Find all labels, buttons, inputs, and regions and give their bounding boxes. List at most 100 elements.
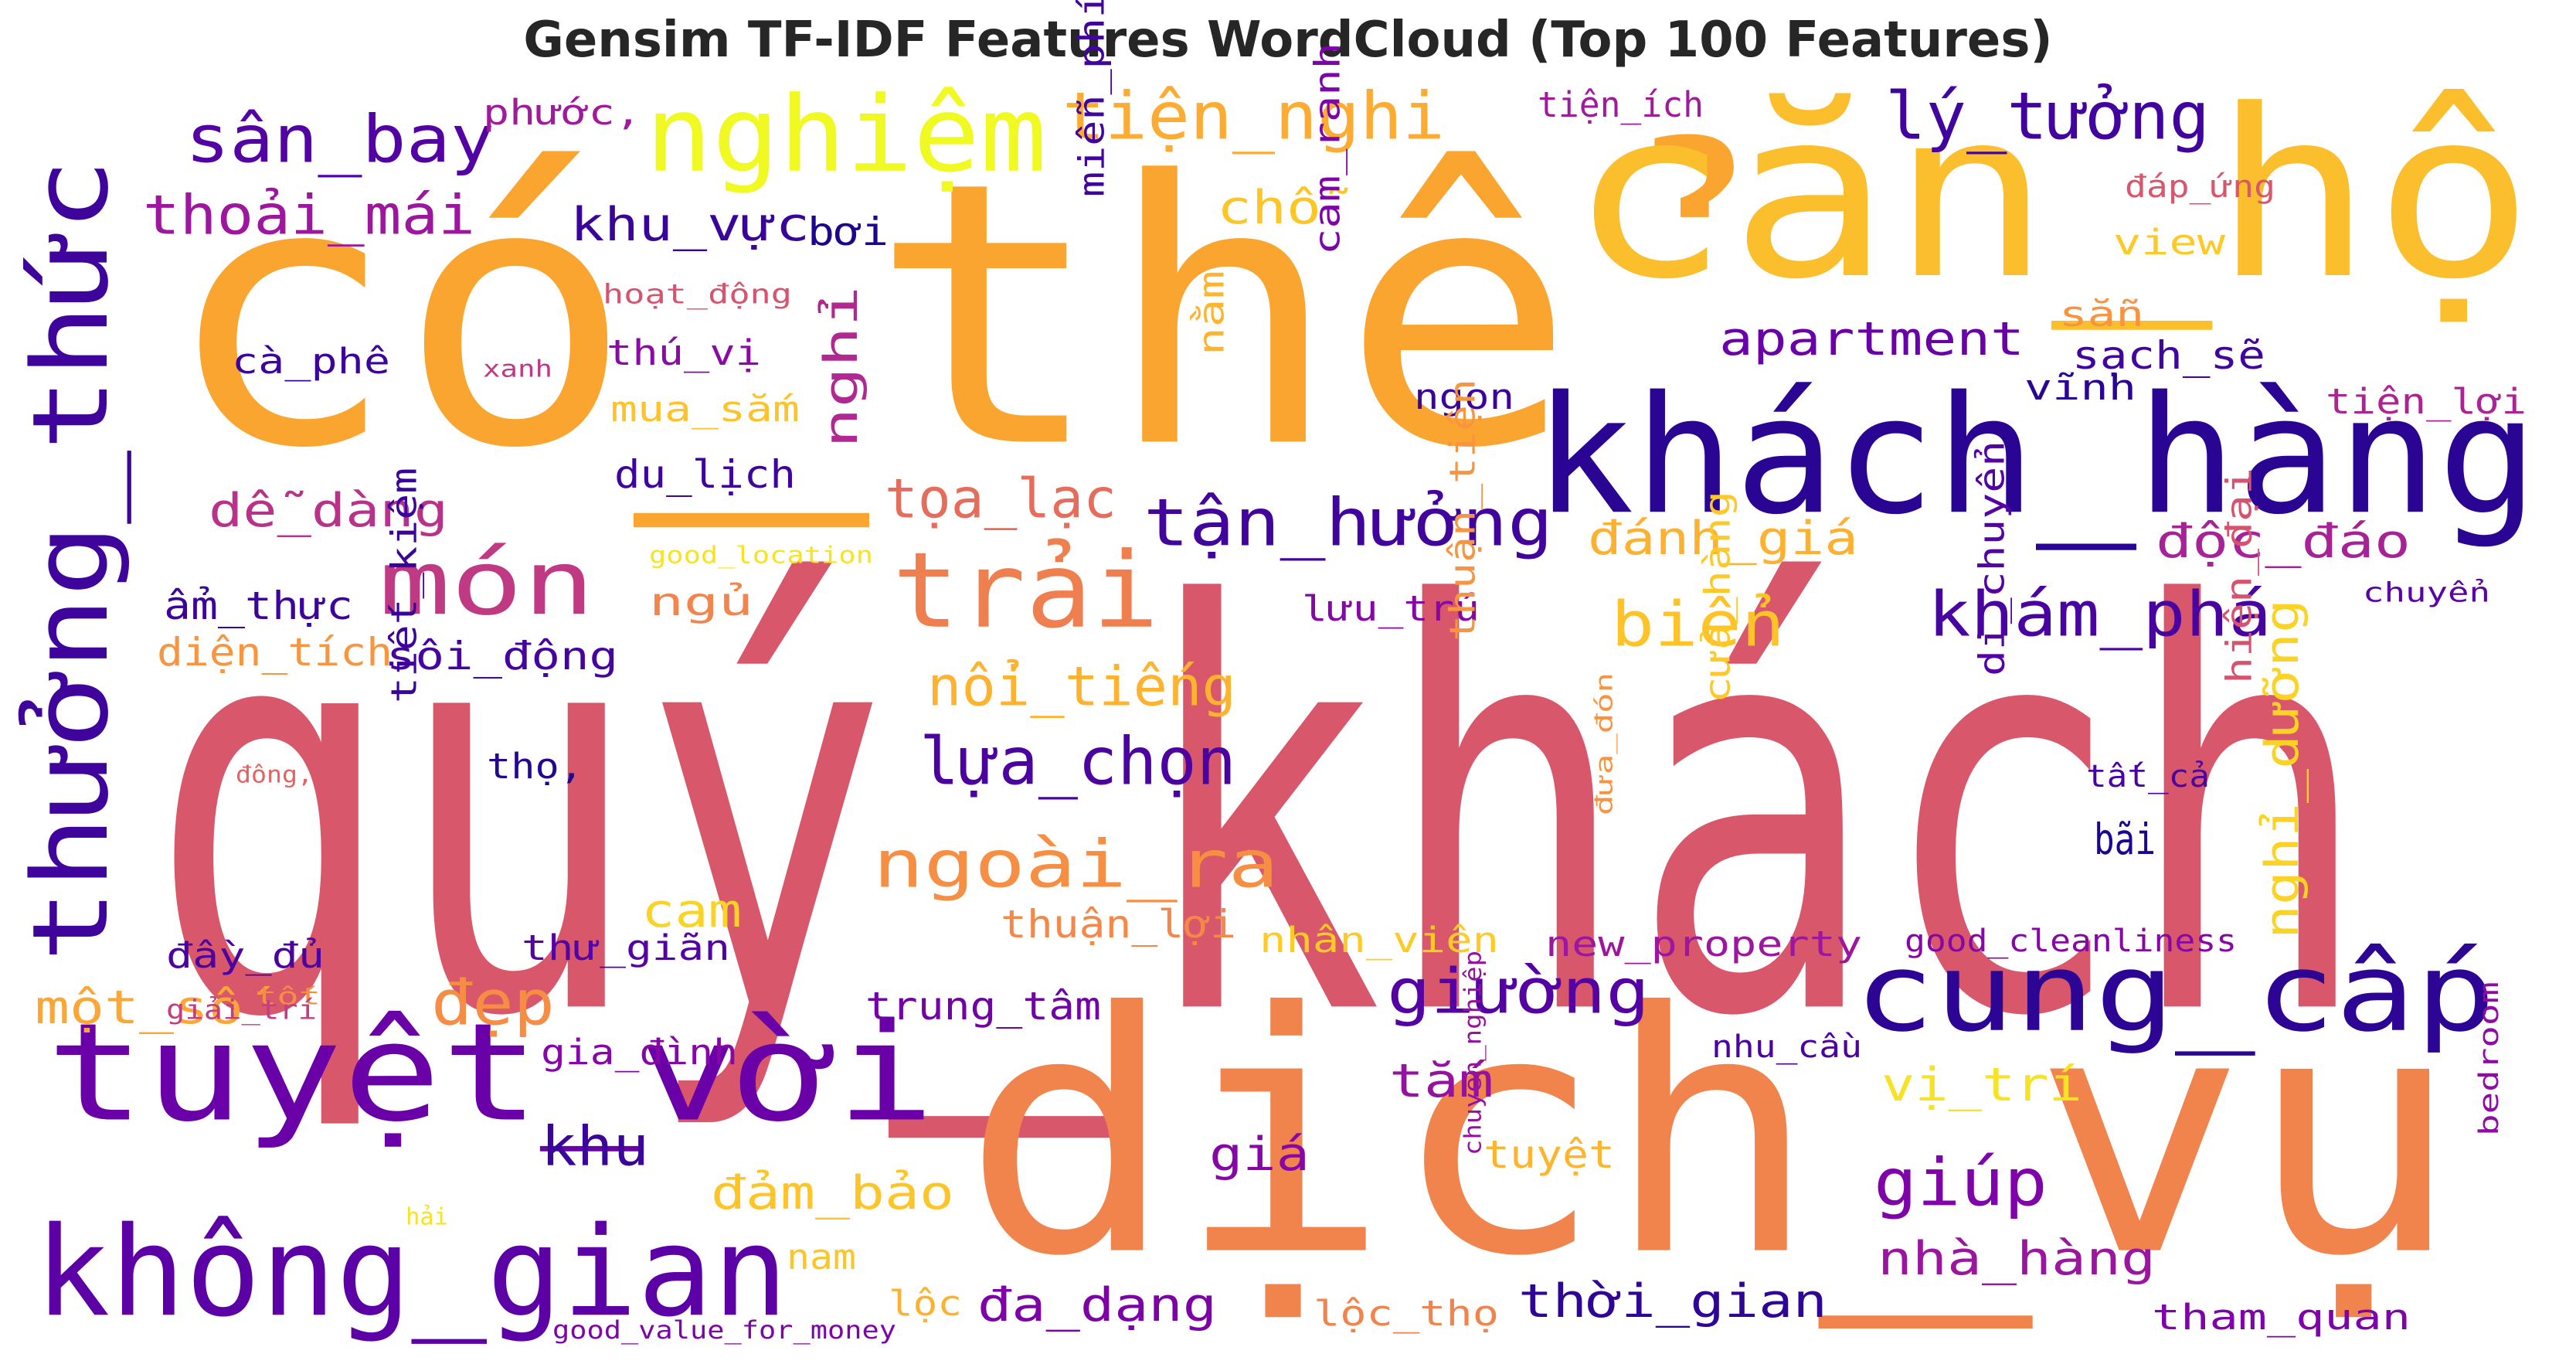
word-co-the: có_thể <box>162 104 1735 532</box>
word-noi-tieng: nổi_tiếng <box>927 655 1236 718</box>
word-khach-hang: khách_hàng <box>1534 361 2538 550</box>
chart-title: Gensim TF-IDF Features WordCloud (Top 10… <box>523 12 2053 69</box>
word-tuyet: tuyệt <box>1483 1132 1615 1177</box>
word-mon: món <box>379 532 595 635</box>
word-dien-tich: diện_tích <box>157 630 393 675</box>
word-khong-gian: không_gian <box>35 1199 788 1344</box>
word-gia: giá <box>1209 1128 1310 1182</box>
word-bai: bãi <box>2094 815 2156 864</box>
word-thoi-gian: thời_gian <box>1518 1274 1827 1328</box>
word-ca-phe: cà_phê <box>232 341 390 382</box>
word-cam-ranh: cam_ranh <box>1307 43 1348 255</box>
word-san: sẵn <box>2059 294 2144 335</box>
word-gia-dinh: gia_đình <box>541 1032 738 1073</box>
word-da-dang: đa_dạng <box>977 1278 1217 1332</box>
word-dam-bao: đảm_bảo <box>711 1166 954 1220</box>
word-cam: cam <box>641 884 742 938</box>
word-giuong: giường <box>1387 956 1650 1028</box>
word-good-value-for-money: good_value_for_money <box>552 1315 896 1345</box>
word-thuan-tien: thuận_tiện <box>1443 379 1483 641</box>
word-tho: thọ, <box>487 746 583 787</box>
word-di-chuyen: di_chuyển <box>1972 441 2013 676</box>
word-mua-sam: mua_sắm <box>610 389 800 430</box>
word-nghi-duong: nghỉ_dưỡng <box>2255 599 2309 939</box>
word-tat-ca: tất_cả <box>2086 759 2210 794</box>
word-chuyen-nghiep: chuyên_nghiệp <box>1460 951 1487 1155</box>
word-tuyet-voi: tuyệt_vời <box>46 995 935 1152</box>
word-tien-ich: tiện_ích <box>1538 84 1704 125</box>
word-new-property: new_property <box>1545 924 1862 964</box>
word-good-cleanliness: good_cleanliness <box>1905 924 2237 959</box>
word-loc-tho: lộc_thọ <box>1313 1293 1499 1334</box>
word-soi-dong: sôi_động <box>386 634 618 679</box>
word-kham-pha: khám_phá <box>1928 579 2272 651</box>
word-mien-phi: miễn_phí <box>1072 0 1113 197</box>
word-nghiem: nghiệm <box>645 74 1047 196</box>
word-hai: hải <box>406 1204 448 1231</box>
word-ly-tuong: lý_tưởng <box>1885 79 2210 155</box>
word-can-ho: căn_hộ <box>1568 60 2534 333</box>
word-tham-quan: tham_quan <box>2152 1297 2411 1338</box>
word-toa-lac: tọa_lạc <box>885 467 1116 530</box>
word-hoat-dong: hoạt_động <box>603 280 792 311</box>
word-tiet-kiem: tiết_kiệm <box>384 468 425 703</box>
word-khu-vuc: khu_vực <box>570 198 810 252</box>
word-dong: đông, <box>236 762 313 789</box>
word-day-du: đầy_đủ <box>166 935 325 976</box>
word-phuoc: phước, <box>483 92 641 133</box>
word-tan-huong: tận_hưởng <box>1144 485 1553 562</box>
word-view: view <box>2113 222 2226 263</box>
word-thuong-thuc: thưởng_thức <box>10 158 131 962</box>
word-nha-hang: nhà_hàng <box>1878 1232 2156 1286</box>
word-lua-chon: lựa_chọn <box>919 724 1236 801</box>
word-san-bay: sân_bay <box>185 102 494 179</box>
word-dua-don: đưa_đón <box>1592 672 1619 815</box>
word-doc-dao: độc_đáo <box>2156 515 2411 569</box>
word-bedroom: bedroom <box>2474 981 2505 1136</box>
word-tien-nghi: tiện_nghi <box>1062 79 1445 155</box>
word-thu-vi: thú_vị <box>607 332 761 373</box>
word-apartment: apartment <box>1719 312 2024 366</box>
word-vi-tri: vị_trí <box>1881 1058 2082 1112</box>
word-nghi: nghỉ <box>814 286 868 448</box>
word-du-lich: du_lịch <box>614 452 796 497</box>
word-dep: đẹp <box>431 968 555 1039</box>
word-trai: trải <box>892 530 1159 651</box>
word-nam: nằm <box>1191 270 1232 356</box>
word-am-thuc: ẩm_thực <box>164 583 353 628</box>
word-xanh: xanh <box>483 356 552 383</box>
word-quy-khach: quý_khách <box>147 490 2372 1145</box>
word-giup: giúp <box>1874 1145 2048 1222</box>
word-nhu-cau: nhu_cầu <box>1711 1029 1862 1065</box>
word-thuan-loi: thuận_lợi <box>1001 902 1236 947</box>
word-giai-tri: giải_trí <box>166 995 317 1026</box>
word-good-location: good_location <box>649 543 873 570</box>
word-dich-vu: dịch_vụ <box>962 943 2461 1334</box>
word-bien: biển <box>1611 589 1785 661</box>
word-cua-hang: cửa_hàng <box>1698 491 1738 703</box>
word-tot: tốt <box>255 984 321 1011</box>
word-mot-so: một_số <box>35 981 270 1035</box>
word-thu-gian: thư_giãn <box>522 927 730 968</box>
word-khu: khu <box>541 1114 649 1178</box>
word-ngu: ngủ <box>649 580 753 624</box>
word-hien-dai: hiện_đại <box>2219 468 2260 684</box>
word-trung-tam: trung_tâm <box>865 984 1101 1029</box>
word-tien-loi: tiện_lợi <box>2326 381 2527 422</box>
word-nam: nam <box>787 1237 856 1277</box>
word-dap-ung: đáp_ứng <box>2125 169 2275 205</box>
word-vinh: vĩnh <box>2024 367 2136 408</box>
word-tam: tắm <box>1389 1054 1494 1108</box>
word-ngon: ngon <box>1414 376 1514 417</box>
word-chuyen: chuyển <box>2363 578 2490 609</box>
word-cung-cap: cung_cấp <box>1854 930 2496 1056</box>
word-de-dang: dễ_dàng <box>209 484 448 538</box>
word-luu-tru: lưu_trú <box>1302 588 1480 629</box>
word-ngoai-ra: ngoài_ra <box>873 827 1279 903</box>
word-danh-gia: đánh_giá <box>1588 512 1858 566</box>
word-boi: bơi <box>807 209 889 254</box>
word-loc: lộc <box>889 1283 962 1324</box>
word-nhan-vien: nhân_viên <box>1259 920 1499 961</box>
